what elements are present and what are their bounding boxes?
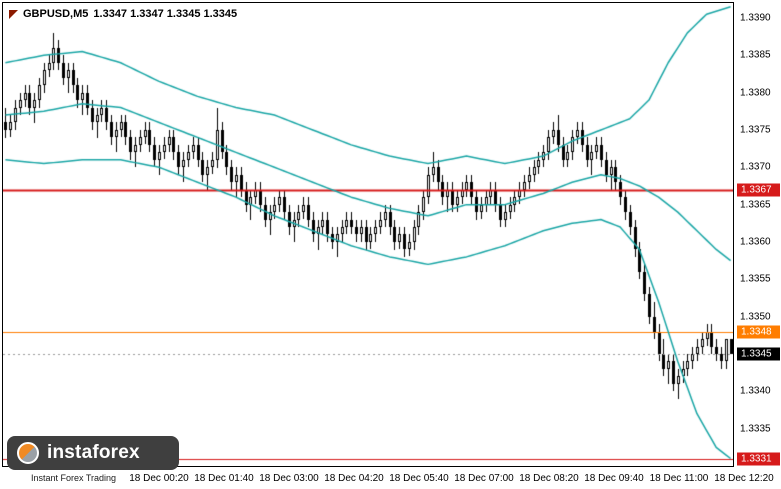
price-line-badge: 1.3345 xyxy=(737,347,780,361)
instaforex-brand-text: instaforex xyxy=(47,442,140,463)
time-tick-label: 18 Dec 01:40 xyxy=(194,473,254,484)
instaforex-watermark: instaforex Instant Forex Trading xyxy=(7,436,179,483)
chart-ohlc-values: 1.3347 1.3347 1.3345 1.3345 xyxy=(93,8,238,20)
instaforex-tagline: Instant Forex Trading xyxy=(31,473,117,483)
chart-canvas[interactable] xyxy=(3,3,733,466)
time-tick-label: 18 Dec 07:00 xyxy=(454,473,514,484)
price-line-badge: 1.3331 xyxy=(737,452,780,466)
price-tick-label: 1.3355 xyxy=(740,273,771,285)
time-tick-label: 18 Dec 12:20 xyxy=(714,473,774,484)
symbol-icon xyxy=(9,9,18,19)
price-tick-label: 1.3365 xyxy=(740,199,771,211)
price-tick-label: 1.3385 xyxy=(740,49,771,61)
time-tick-label: 18 Dec 05:40 xyxy=(389,473,449,484)
time-tick-label: 18 Dec 03:00 xyxy=(259,473,319,484)
instaforex-logo-icon xyxy=(17,442,39,464)
time-axis[interactable]: 18 Dec 00:20 18 Dec 01:40 18 Dec 03:00 18 D… xyxy=(0,471,781,489)
price-tick-label: 1.3350 xyxy=(740,311,771,323)
chart-title: GBPUSD,M5 1.3347 1.3347 1.3345 1.3345 xyxy=(9,8,237,20)
time-tick-label: 18 Dec 00:20 xyxy=(129,473,189,484)
price-axis[interactable]: 1.3390 1.3385 1.3380 1.3375 1.3370 1.3365 1.33… xyxy=(737,0,781,470)
price-tick-label: 1.3360 xyxy=(740,236,771,248)
price-tick-label: 1.3335 xyxy=(740,423,771,435)
price-tick-label: 1.3380 xyxy=(740,87,771,99)
time-tick-label: 18 Dec 09:40 xyxy=(584,473,644,484)
price-line-badge: 1.3348 xyxy=(737,325,780,339)
price-tick-label: 1.3390 xyxy=(740,12,771,24)
price-tick-label: 1.3340 xyxy=(740,385,771,397)
chart-plot-area[interactable]: GBPUSD,M5 1.3347 1.3347 1.3345 1.3345 xyxy=(2,2,734,467)
time-tick-label: 18 Dec 08:20 xyxy=(519,473,579,484)
time-tick-label: 18 Dec 11:00 xyxy=(649,473,709,484)
price-tick-label: 1.3375 xyxy=(740,124,771,136)
price-tick-label: 1.3370 xyxy=(740,161,771,173)
price-line-badge: 1.3367 xyxy=(737,183,780,197)
chart-symbol-period: GBPUSD,M5 xyxy=(23,8,89,20)
time-tick-label: 18 Dec 04:20 xyxy=(324,473,384,484)
instaforex-badge: instaforex xyxy=(7,436,179,470)
